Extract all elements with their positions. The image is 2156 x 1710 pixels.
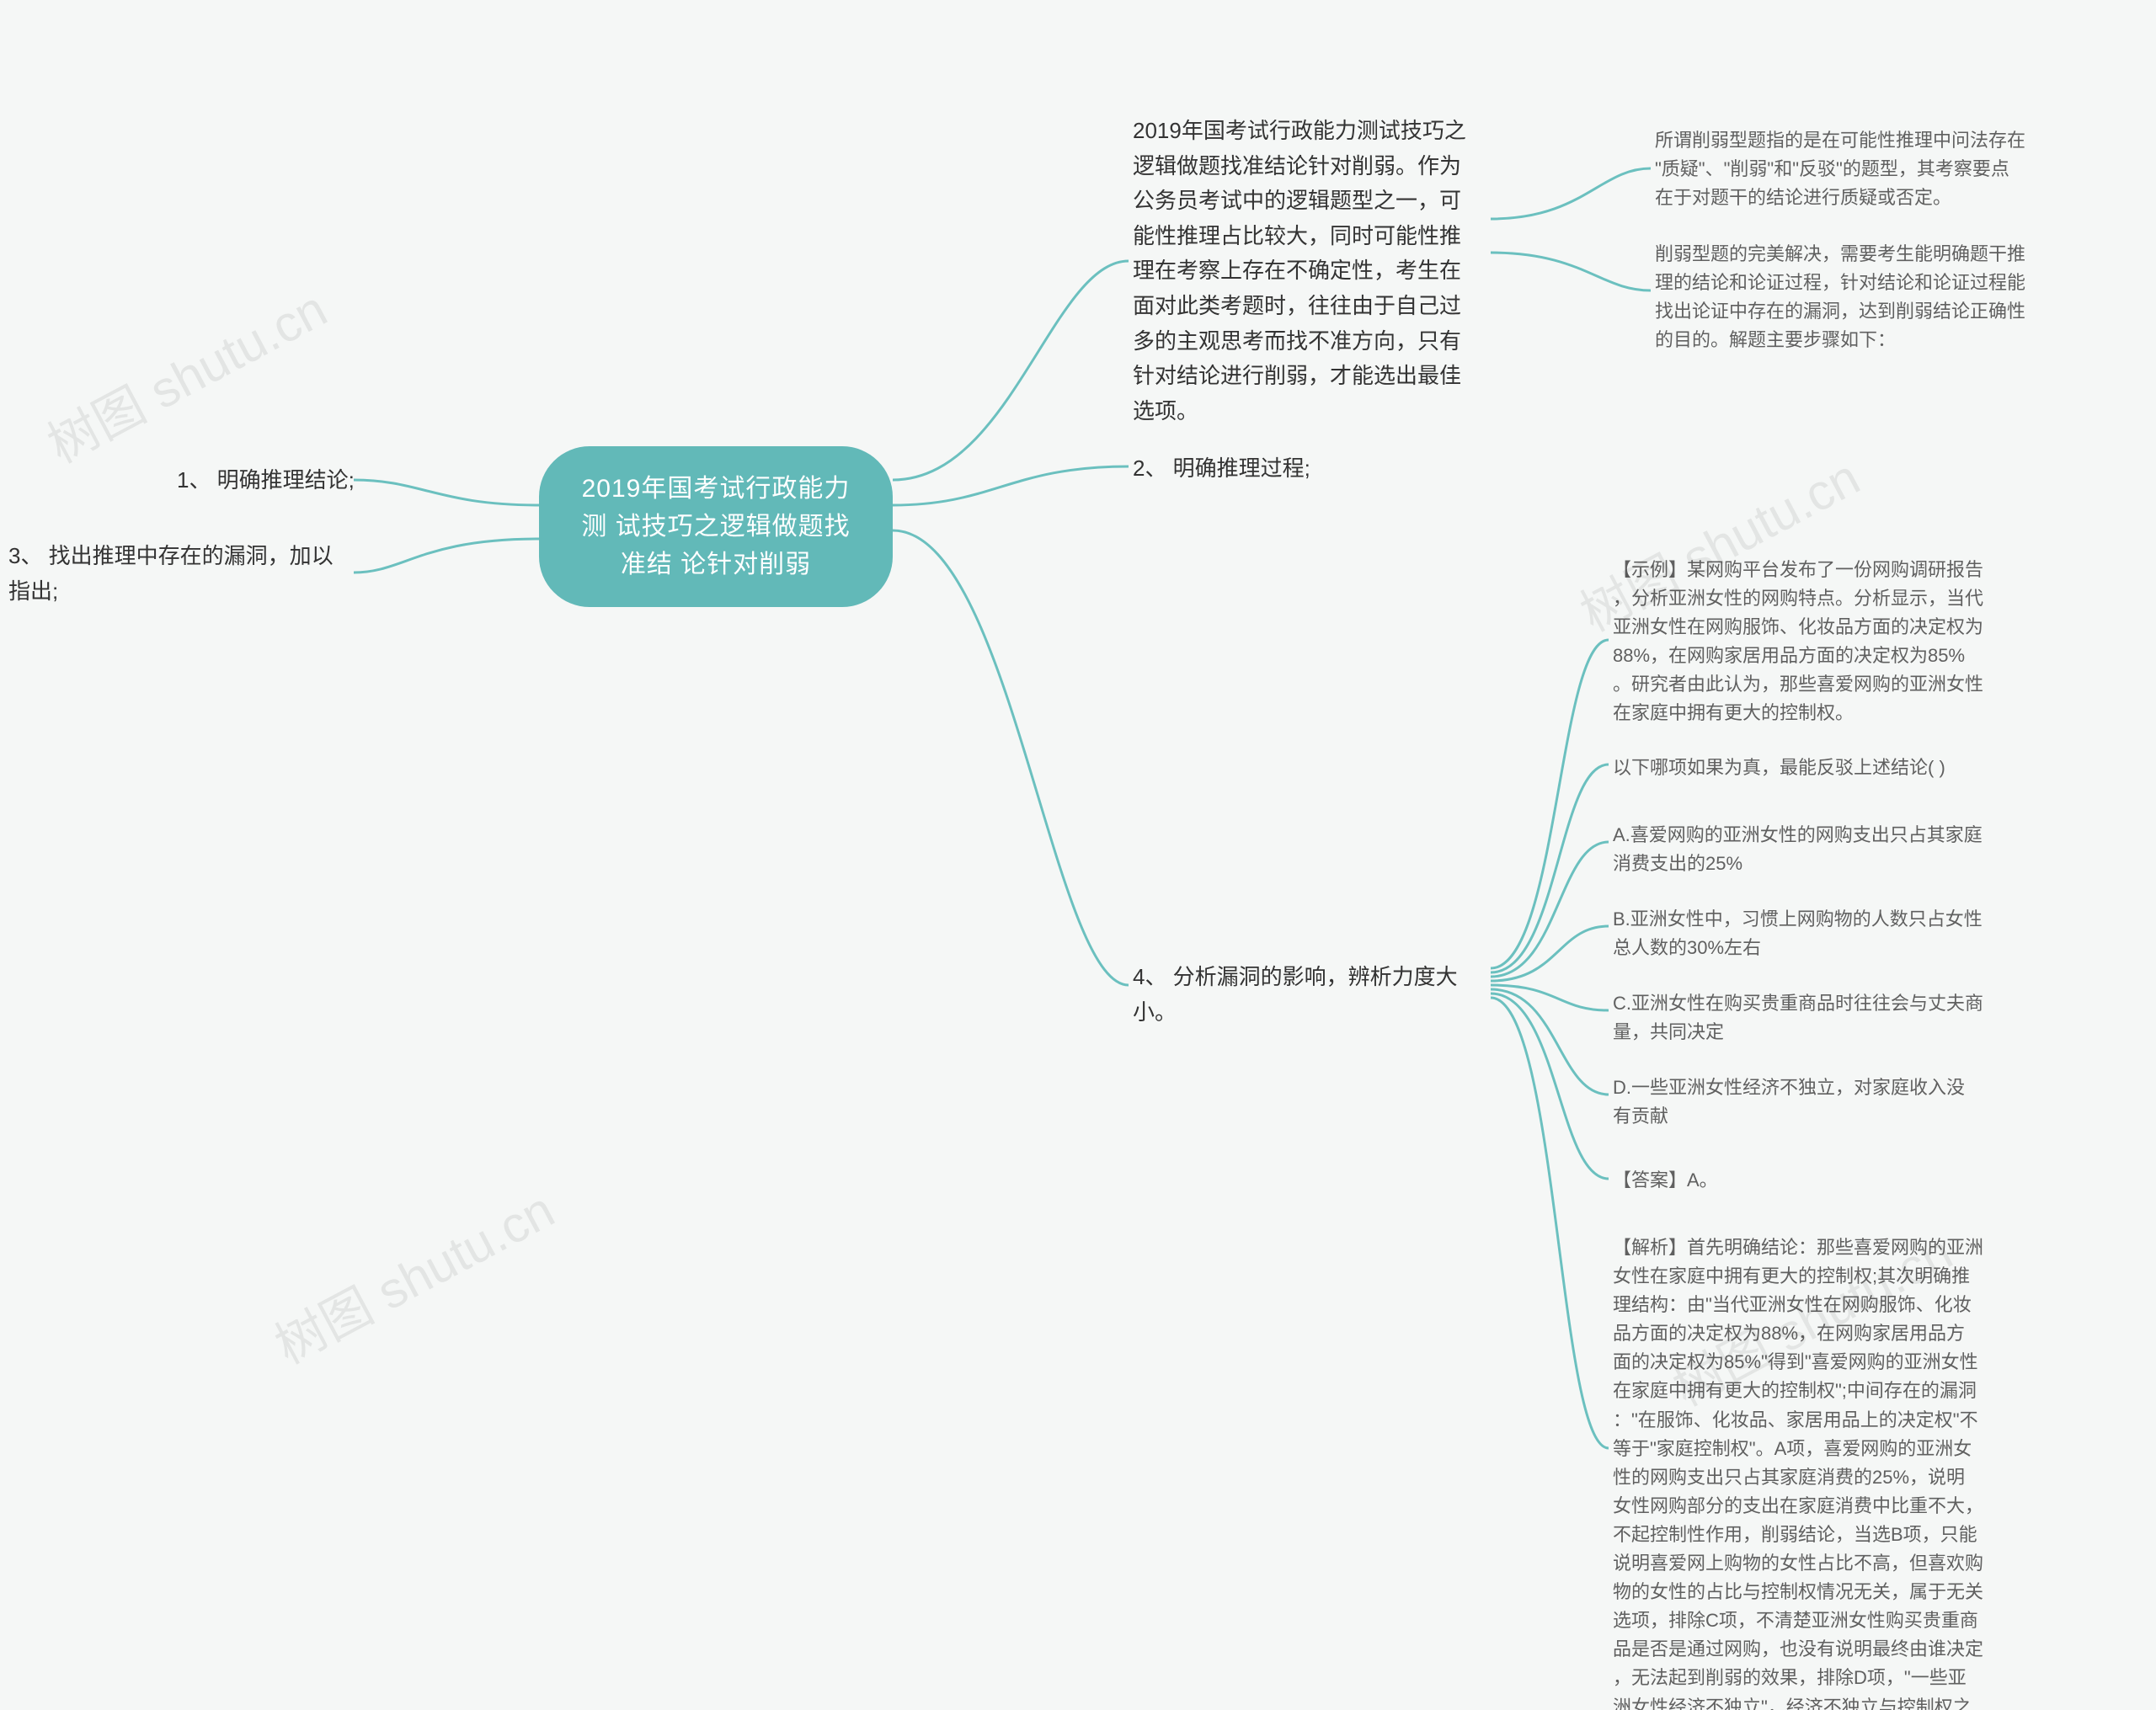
leaf-optA: A.喜爱网购的亚洲女性的网购支出只占其家庭 消费支出的25% bbox=[1613, 821, 2051, 878]
branch-b2[interactable]: 2、 明确推理过程; bbox=[1133, 451, 1385, 487]
watermark: 树图 shutu.cn bbox=[260, 1170, 565, 1378]
leaf-intro-sub2: 削弱型题的完美解决，需要考生能明确题干推 理的结论和论证过程，针对结论和论证过程… bbox=[1655, 240, 2093, 354]
leaf-intro-sub1: 所谓削弱型题指的是在可能性推理中问法存在 "质疑"、"削弱"和"反驳"的题型，其… bbox=[1655, 126, 2093, 212]
branch-intro[interactable]: 2019年国考试行政能力测试技巧之 逻辑做题找准结论针对削弱。作为 公务员考试中… bbox=[1133, 114, 1495, 429]
branch-b1[interactable]: 1、 明确推理结论; bbox=[177, 463, 371, 498]
leaf-optB: B.亚洲女性中，习惯上网购物的人数只占女性 总人数的30%左右 bbox=[1613, 905, 2051, 962]
leaf-question: 以下哪项如果为真，最能反驳上述结论( ) bbox=[1613, 754, 2051, 782]
watermark: 树图 shutu.cn bbox=[33, 269, 338, 477]
branch-b3[interactable]: 3、 找出推理中存在的漏洞，加以 指出; bbox=[8, 539, 362, 609]
branch-b4[interactable]: 4、 分析漏洞的影响，辨析力度大 小。 bbox=[1133, 960, 1495, 1030]
leaf-analysis: 【解析】首先明确结论：那些喜爱网购的亚洲 女性在家庭中拥有更大的控制权;其次明确… bbox=[1613, 1233, 2051, 1710]
leaf-optC: C.亚洲女性在购买贵重商品时往往会与丈夫商 量，共同决定 bbox=[1613, 989, 2051, 1047]
leaf-optD: D.一些亚洲女性经济不独立，对家庭收入没 有贡献 bbox=[1613, 1073, 2051, 1131]
leaf-answer: 【答案】A。 bbox=[1613, 1166, 2051, 1195]
center-node[interactable]: 2019年国考试行政能力测 试技巧之逻辑做题找准结 论针对削弱 bbox=[539, 446, 893, 607]
leaf-example: 【示例】某网购平台发布了一份网购调研报告 ，分析亚洲女性的网购特点。分析显示，当… bbox=[1613, 556, 2051, 728]
